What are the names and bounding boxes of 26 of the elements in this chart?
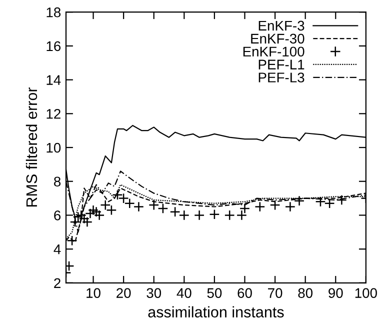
- y-tick-label: 8: [54, 176, 61, 187]
- legend-label: EnKF-30: [251, 34, 304, 44]
- legend-label: EnKF-3: [258, 20, 304, 31]
- y-axis-title: RMS filtered error: [26, 87, 38, 207]
- x-tick-label: 40: [176, 288, 192, 298]
- y-tick-label: 10: [46, 142, 61, 153]
- x-tick-label: 80: [298, 288, 313, 298]
- x-tick-label: 90: [328, 288, 343, 298]
- x-tick-label: 60: [238, 288, 252, 298]
- y-tick-label: 4: [54, 244, 61, 254]
- x-axis-title: assimilation instants: [148, 306, 284, 318]
- y-tick-label: 12: [46, 108, 60, 119]
- legend-label: PEF-L3: [258, 72, 304, 82]
- x-tick-label: 10: [86, 288, 100, 298]
- y-tick-label: 2: [54, 278, 60, 288]
- y-tick-label: 14: [46, 75, 61, 85]
- x-tick-label: 20: [116, 288, 131, 298]
- x-tick-label: 70: [268, 288, 282, 298]
- y-tick-label: 18: [46, 7, 61, 18]
- x-tick-label: 100: [355, 288, 377, 298]
- x-tick-label: 30: [146, 288, 162, 298]
- legend-label: EnKF-100: [243, 46, 304, 57]
- legend-label: PEF-L1: [258, 60, 304, 70]
- x-tick-label: 50: [207, 288, 222, 298]
- y-tick-label: 16: [46, 41, 61, 52]
- y-tick-label: 6: [54, 210, 61, 220]
